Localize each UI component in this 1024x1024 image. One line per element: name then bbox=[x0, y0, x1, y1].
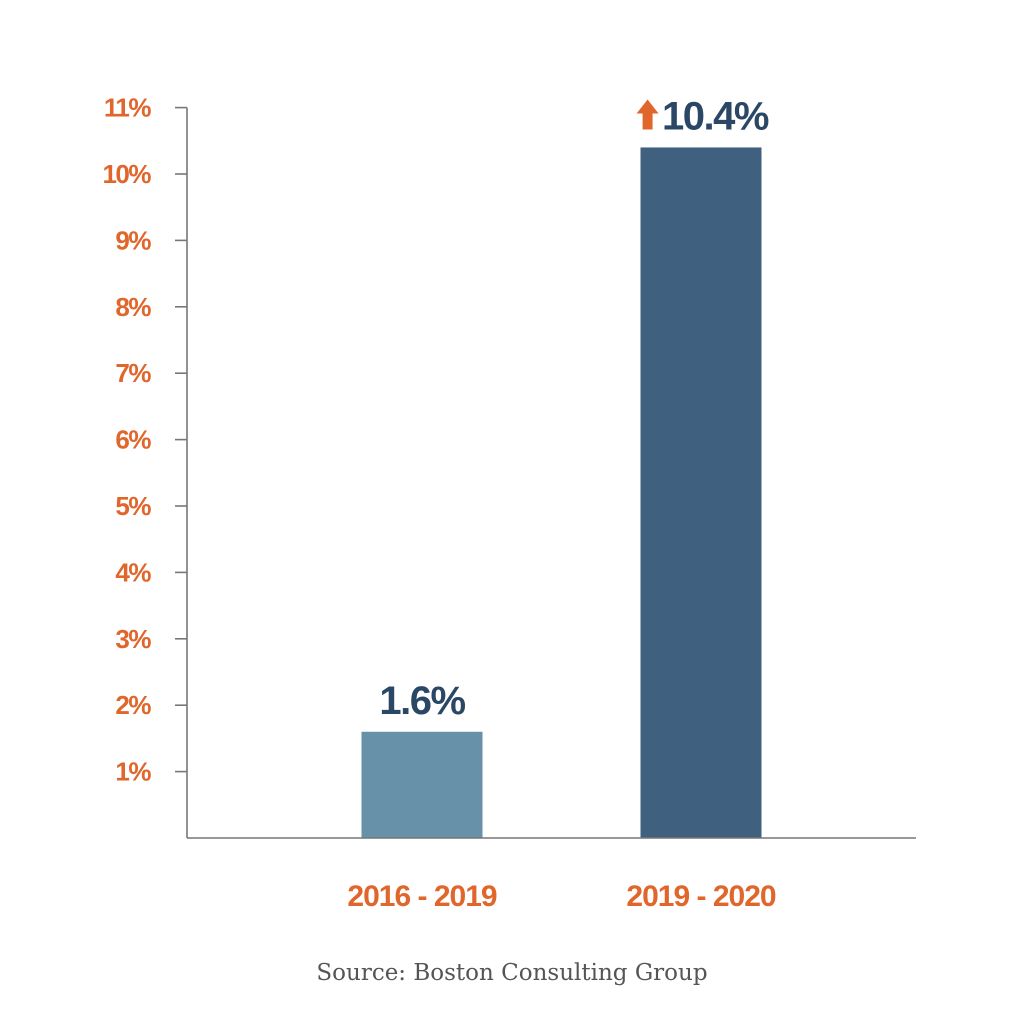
bar-1 bbox=[361, 731, 483, 838]
y-tick-label: 8% bbox=[115, 292, 151, 322]
x-category-label: 2016 - 2019 bbox=[347, 880, 496, 913]
y-tick-label: 6% bbox=[115, 425, 151, 455]
y-tick-label: 10% bbox=[102, 159, 151, 189]
y-tick-label: 1% bbox=[115, 757, 151, 787]
bar-2 bbox=[640, 147, 762, 838]
up-arrow-icon bbox=[636, 99, 659, 130]
y-tick-label: 3% bbox=[115, 624, 151, 654]
value-label: 10.4% bbox=[662, 94, 769, 138]
y-tick-label: 9% bbox=[115, 225, 151, 255]
value-labels: 1.6% 10.4% bbox=[379, 94, 770, 723]
value-label: 1.6% bbox=[379, 679, 465, 723]
y-tick-label: 11% bbox=[104, 93, 151, 123]
y-tick-label: 5% bbox=[115, 491, 151, 521]
source-note: Source: Boston Consulting Group bbox=[316, 960, 708, 986]
x-category-label: 2019 - 2020 bbox=[626, 880, 775, 913]
x-axis: 2016 - 2019 2019 - 2020 bbox=[187, 837, 916, 913]
y-axis: 1% 2% 3% 4% 5% 6% 7% 8% 9% 10% 11% bbox=[102, 93, 188, 838]
y-tick-label: 4% bbox=[115, 557, 151, 587]
y-tick-label: 2% bbox=[115, 690, 151, 720]
y-tick-label: 7% bbox=[115, 358, 151, 388]
bars bbox=[361, 147, 762, 838]
